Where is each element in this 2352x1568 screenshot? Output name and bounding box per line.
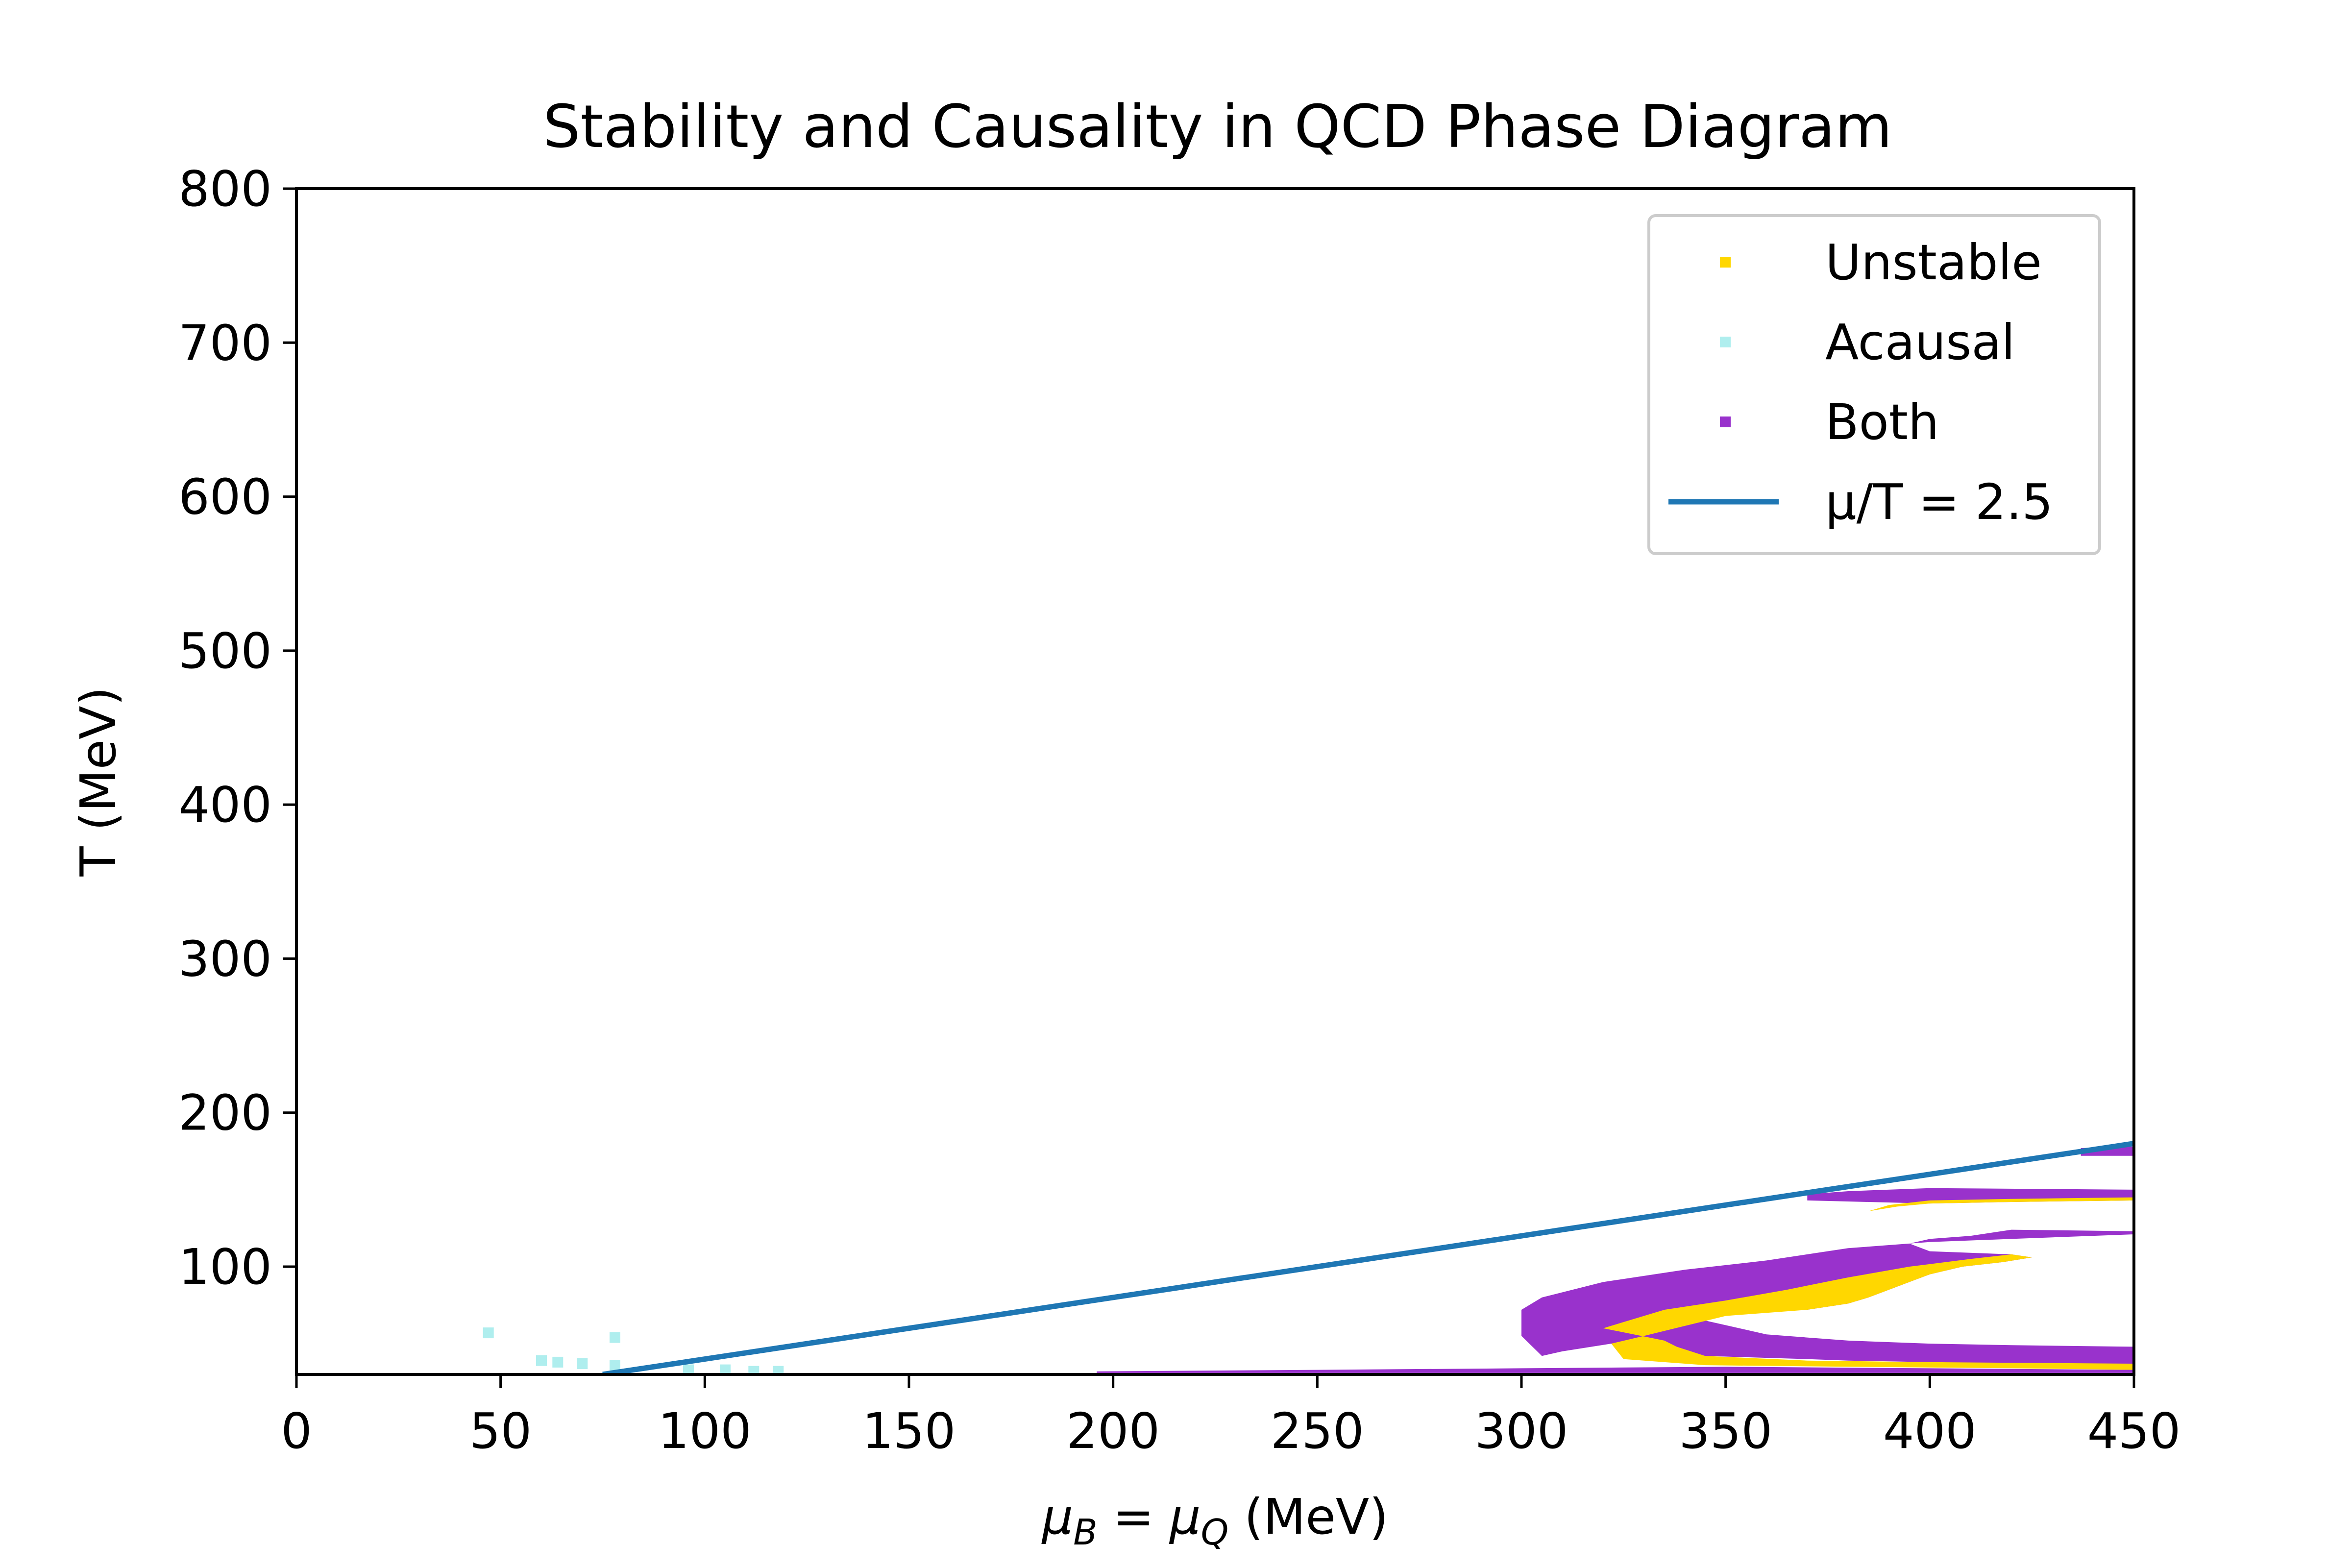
acausal-point-1	[536, 1355, 547, 1366]
acausal-point-8	[748, 1366, 760, 1374]
x-label-part-0: μ	[1041, 1488, 1074, 1545]
x-label-part-1: B	[1073, 1512, 1097, 1553]
chart-title: Stability and Causality in QCD Phase Dia…	[543, 93, 1892, 161]
acausal-point-7	[720, 1364, 731, 1374]
x-tick-label-50: 50	[469, 1402, 532, 1460]
acausal-point-4	[610, 1332, 620, 1343]
y-tick-label-100: 100	[178, 1238, 272, 1296]
legend-label-unstable: Unstable	[1825, 234, 2042, 291]
x-tick-label-100: 100	[658, 1402, 752, 1460]
acausal-point-0	[483, 1327, 494, 1339]
x-tick-label-350: 350	[1679, 1402, 1772, 1460]
y-tick-label-200: 200	[178, 1084, 272, 1142]
legend-label-both: Both	[1825, 393, 1939, 451]
x-label-part-2: =	[1098, 1488, 1170, 1545]
y-tick-label-800: 800	[178, 160, 272, 218]
unstable-region-1	[1868, 1197, 2134, 1211]
y-tick-label-400: 400	[178, 776, 272, 833]
y-tick-label-700: 700	[178, 314, 272, 371]
x-tick-label-450: 450	[2087, 1402, 2181, 1460]
legend-box	[1647, 214, 2101, 555]
y-tick-label-500: 500	[178, 622, 272, 680]
x-tick-label-400: 400	[1883, 1402, 1977, 1460]
x-tick-label-200: 200	[1066, 1402, 1160, 1460]
x-axis-label: μB = μQ (MeV)	[1041, 1488, 1389, 1553]
acausal-point-9	[773, 1366, 784, 1374]
legend-label-acausal: Acausal	[1825, 314, 2015, 371]
x-tick-label-150: 150	[862, 1402, 956, 1460]
both-region-1	[1097, 1367, 2134, 1373]
acausal-point-3	[577, 1358, 588, 1369]
legend-label-ratio-line: μ/T = 2.5	[1825, 473, 2053, 531]
legend: Unstable Acausal Both μ/T = 2.5	[1647, 214, 2101, 555]
x-tick-label-0: 0	[281, 1402, 312, 1460]
x-tick-label-300: 300	[1475, 1402, 1568, 1460]
axes-frame	[295, 187, 2135, 1376]
legend-swatch-acausal	[1720, 337, 1731, 347]
acausal-point-5	[610, 1360, 620, 1371]
x-tick-label-250: 250	[1271, 1402, 1364, 1460]
x-label-part-5: (MeV)	[1228, 1488, 1388, 1545]
plot-area	[483, 1141, 2134, 1374]
y-axis: 100 200 300 400 500 600 700 800	[178, 160, 296, 1296]
x-label-part-4: Q	[1201, 1512, 1229, 1553]
y-tick-label-600: 600	[178, 468, 272, 526]
x-label-part-3: μ	[1169, 1488, 1201, 1545]
y-axis-label: T (MeV)	[70, 686, 127, 877]
y-tick-label-300: 300	[178, 930, 272, 987]
ratio-line	[602, 1141, 2134, 1374]
x-axis: 0 50 100 150 200 250 300 350 400 450	[281, 1374, 2180, 1460]
legend-swatch-both	[1720, 416, 1731, 427]
unstable-region-0	[1603, 1254, 2134, 1370]
acausal-point-2	[552, 1356, 564, 1368]
legend-swatch-unstable	[1720, 257, 1731, 268]
acausal-point-6	[683, 1364, 694, 1374]
